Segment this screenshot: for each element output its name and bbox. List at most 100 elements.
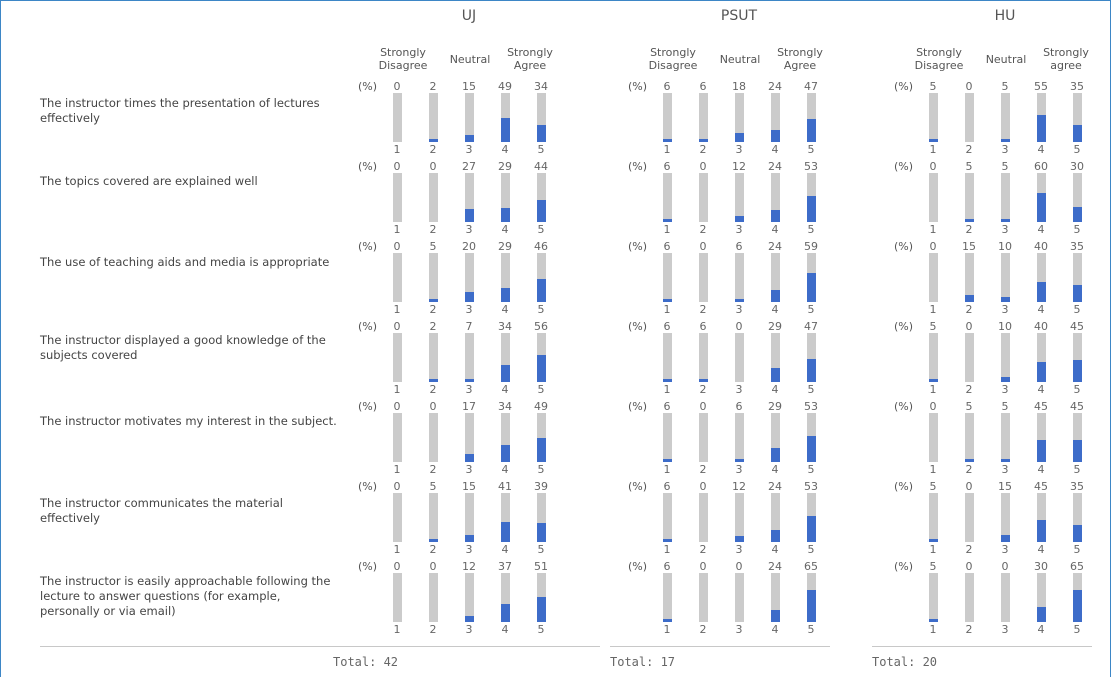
category-label: 1 xyxy=(393,463,401,476)
bar-fill xyxy=(929,379,938,382)
data-label: 0 xyxy=(429,160,437,173)
category-label: 4 xyxy=(1037,543,1045,556)
bar-track xyxy=(1037,173,1046,222)
bar-track xyxy=(1037,93,1046,142)
bar-track xyxy=(699,333,708,382)
bar-track xyxy=(807,493,816,542)
separator-line xyxy=(40,646,600,647)
bar-track xyxy=(465,573,474,622)
bar-track xyxy=(1001,573,1010,622)
scale-mid-label: Neutral xyxy=(985,53,1027,66)
data-label: 6 xyxy=(735,400,743,413)
category-label: 3 xyxy=(1001,303,1009,316)
category-label: 2 xyxy=(429,463,437,476)
bar-track xyxy=(1001,413,1010,462)
data-label: 37 xyxy=(498,560,512,573)
bar-track xyxy=(465,173,474,222)
data-label: 15 xyxy=(462,80,476,93)
bar-track xyxy=(929,173,938,222)
bar-fill xyxy=(807,516,816,542)
category-label: 2 xyxy=(699,463,707,476)
category-label: 5 xyxy=(1073,383,1081,396)
category-label: 5 xyxy=(537,303,545,316)
category-label: 5 xyxy=(1073,223,1081,236)
category-label: 1 xyxy=(393,543,401,556)
bar-track xyxy=(465,333,474,382)
bar-fill xyxy=(807,436,816,462)
category-label: 5 xyxy=(537,543,545,556)
bar-track xyxy=(663,573,672,622)
category-label: 3 xyxy=(735,543,743,556)
category-label: 4 xyxy=(501,143,509,156)
data-label: 65 xyxy=(1070,560,1084,573)
bar-track xyxy=(929,493,938,542)
category-label: 1 xyxy=(929,223,937,236)
bar-fill xyxy=(1037,362,1046,382)
category-label: 2 xyxy=(965,543,973,556)
bar-fill xyxy=(699,139,708,142)
bar-fill xyxy=(771,290,780,302)
bar-track xyxy=(807,93,816,142)
scale-high-label: Strongly agree xyxy=(1043,46,1089,72)
category-label: 1 xyxy=(663,223,671,236)
bar-fill xyxy=(1073,524,1082,542)
category-label: 2 xyxy=(965,223,973,236)
category-label: 5 xyxy=(807,623,815,636)
bar-fill xyxy=(465,208,474,222)
data-label: 49 xyxy=(498,80,512,93)
category-label: 3 xyxy=(1001,623,1009,636)
pct-label: (%) xyxy=(358,480,378,493)
category-label: 1 xyxy=(929,623,937,636)
data-label: 0 xyxy=(735,320,743,333)
bar-track xyxy=(929,573,938,622)
data-label: 7 xyxy=(465,320,473,333)
bar-fill xyxy=(465,292,474,302)
category-label: 5 xyxy=(1073,303,1081,316)
category-label: 5 xyxy=(537,383,545,396)
data-label: 12 xyxy=(732,160,746,173)
scale-low-label: Strongly Disagree xyxy=(914,46,964,72)
data-label: 6 xyxy=(699,320,707,333)
data-label: 35 xyxy=(1070,80,1084,93)
data-label: 56 xyxy=(534,320,548,333)
data-label: 5 xyxy=(429,240,437,253)
data-label: 29 xyxy=(768,400,782,413)
data-label: 45 xyxy=(1034,400,1048,413)
data-label: 6 xyxy=(663,560,671,573)
bar-track xyxy=(735,573,744,622)
bar-fill xyxy=(1001,534,1010,542)
bar-track xyxy=(663,173,672,222)
data-label: 15 xyxy=(962,240,976,253)
question-label: The instructor communicates the material… xyxy=(40,496,283,525)
data-label: 49 xyxy=(534,400,548,413)
data-label: 5 xyxy=(929,560,937,573)
bar-fill xyxy=(537,279,546,302)
bar-fill xyxy=(1001,219,1010,222)
category-label: 2 xyxy=(965,303,973,316)
data-label: 34 xyxy=(498,400,512,413)
category-label: 3 xyxy=(465,383,473,396)
bar-track xyxy=(1073,173,1082,222)
category-label: 5 xyxy=(807,463,815,476)
pct-label: (%) xyxy=(358,80,378,93)
bar-track xyxy=(771,333,780,382)
bar-track xyxy=(429,253,438,302)
bar-fill xyxy=(807,196,816,222)
bar-track xyxy=(771,173,780,222)
bar-fill xyxy=(465,453,474,462)
pct-label: (%) xyxy=(894,240,914,253)
bar-track xyxy=(1073,573,1082,622)
category-label: 3 xyxy=(1001,143,1009,156)
bar-track xyxy=(929,413,938,462)
data-label: 2 xyxy=(429,80,437,93)
bar-track xyxy=(807,253,816,302)
bar-fill xyxy=(501,207,510,222)
category-label: 3 xyxy=(735,383,743,396)
bar-track xyxy=(807,413,816,462)
separator-line xyxy=(872,646,1092,647)
bar-fill xyxy=(537,597,546,622)
data-label: 46 xyxy=(534,240,548,253)
bar-fill xyxy=(663,539,672,542)
data-label: 5 xyxy=(929,80,937,93)
bar-track xyxy=(965,573,974,622)
